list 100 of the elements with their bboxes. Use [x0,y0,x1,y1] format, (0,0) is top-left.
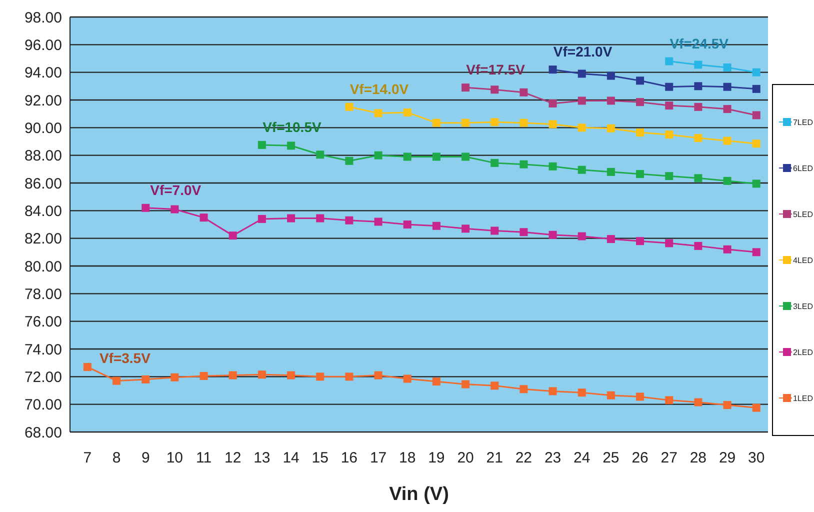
point [490,86,499,94]
point [200,214,208,222]
point [723,82,732,91]
x-tick-label: 14 [282,450,300,467]
x-tick-label: 28 [690,450,707,467]
x-tick-label: 24 [574,450,590,467]
point [374,371,382,380]
point [752,84,760,93]
y-tick-label: 90.00 [24,120,62,137]
legend-label: 3LED [792,302,813,310]
point [142,204,150,212]
point [665,102,674,110]
x-tick-label: 29 [718,450,736,467]
point [228,232,237,240]
legend-label: 7LED [792,118,813,126]
point [462,152,470,161]
point [752,111,760,120]
legend-label: 1LED [792,394,813,402]
point [723,104,732,113]
point [432,222,440,230]
point [665,239,674,248]
point [665,172,674,180]
y-tick-label: 74.00 [24,341,62,358]
point [432,378,440,386]
point [723,176,732,185]
point [548,387,557,396]
annotation: Vf=3.5V [99,350,152,366]
point [316,214,324,222]
point [606,391,615,400]
point [520,118,528,127]
point [578,232,586,240]
annotation: Vf=7.0V [150,182,202,198]
point [403,152,412,161]
x-tick-label: 21 [486,450,503,467]
point [345,156,354,165]
point [578,124,586,132]
y-tick-label: 72.00 [24,368,62,386]
legend-label: 2LED [792,348,813,356]
point [578,388,586,397]
point [606,72,615,80]
annotation: Vf=14.0V [350,80,410,97]
x-tick-label: 25 [602,450,620,467]
point [665,57,674,66]
point [752,248,760,256]
point [228,371,237,380]
point [665,396,674,404]
y-tick-label: 98.00 [24,9,62,26]
point [752,68,760,76]
x-tick-label: 18 [399,450,416,467]
point [578,96,586,105]
point [287,214,296,222]
annotation: Vf=21.0V [553,44,613,60]
point [520,160,528,168]
x-tick-label: 19 [428,450,445,467]
y-tick-label: 94.00 [24,64,62,82]
point [723,401,732,410]
x-tick-label: 22 [515,450,532,467]
point [287,142,296,150]
point [694,60,702,69]
y-tick-label: 84.00 [24,202,62,220]
point [345,102,354,111]
x-axis-title: Vin (V) [389,484,449,505]
legend-label: 6LED [792,164,813,172]
point [752,180,760,188]
point [112,376,121,385]
point [578,70,586,78]
point [548,66,557,74]
point [694,134,702,142]
point [548,162,557,170]
point [142,375,150,384]
point [665,82,674,91]
y-tick-label: 88.00 [24,148,62,165]
point [694,398,702,406]
point [258,214,266,223]
point [490,382,499,390]
point [374,218,382,226]
point [490,158,499,167]
point [723,136,732,145]
x-tick-label: 23 [544,450,562,467]
point [578,166,586,174]
x-tick-label: 8 [112,450,121,467]
point [403,220,412,228]
point [548,120,557,128]
point [462,224,470,233]
point [83,362,92,371]
point [723,245,732,254]
y-tick-label: 82.00 [24,230,62,248]
point [316,372,324,381]
point [200,372,208,380]
point [636,392,644,401]
point [170,373,179,382]
point [490,118,499,126]
point [490,226,499,235]
y-tick-label: 92.00 [24,92,62,110]
point [694,242,702,250]
point [345,372,354,381]
point [752,140,760,148]
point [432,152,440,161]
point [636,170,644,178]
x-tick-label: 9 [141,450,150,467]
